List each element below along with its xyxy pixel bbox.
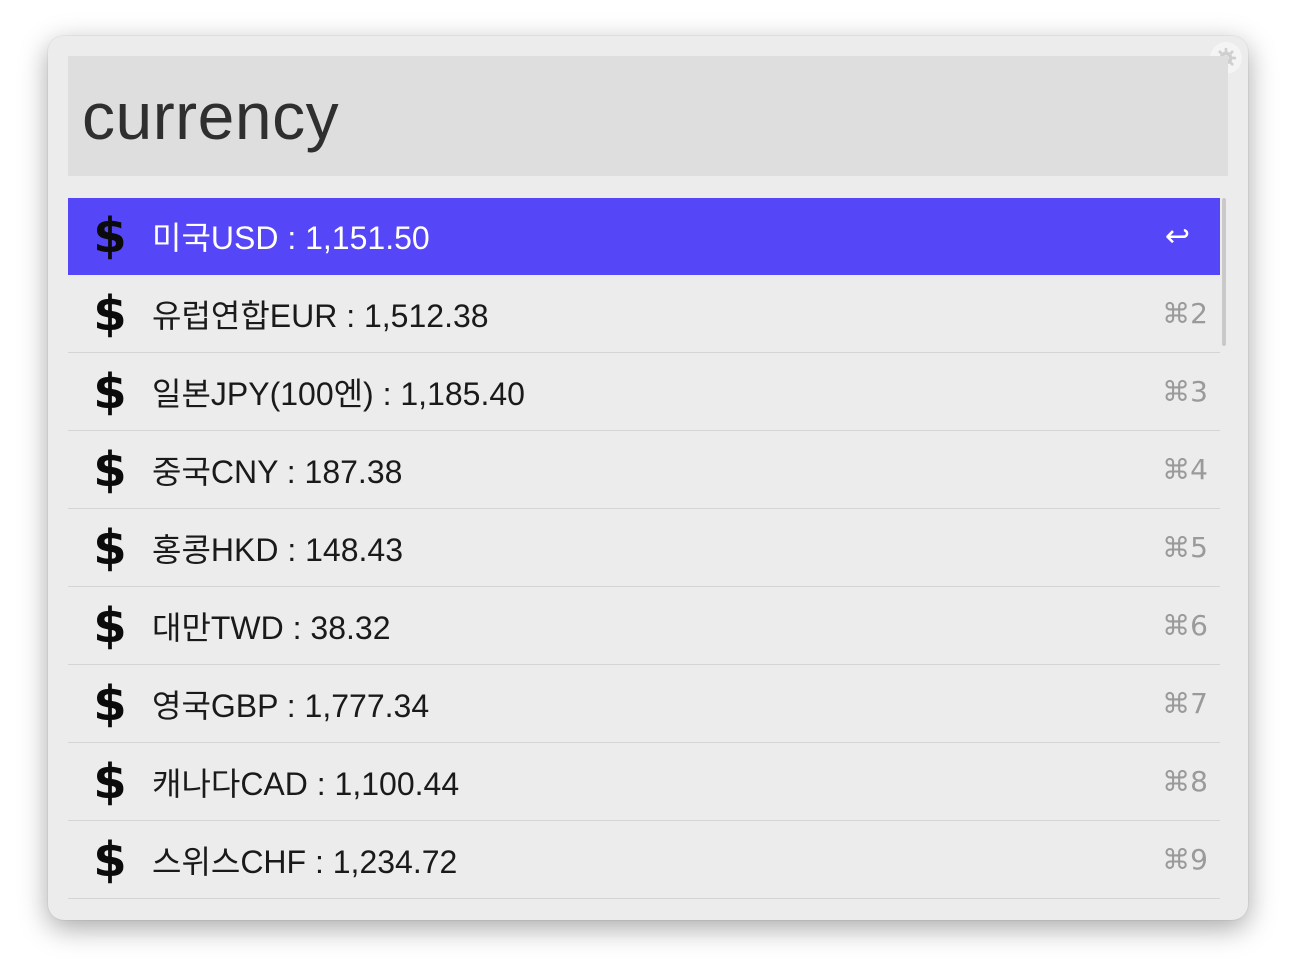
search-input[interactable]: currency	[82, 79, 340, 153]
result-label: 캐나다CAD : 1,100.44	[152, 765, 460, 802]
shortcut-hint: ⌘7	[1162, 687, 1208, 720]
dollar-icon: $	[93, 597, 127, 654]
result-label: 중국CNY : 187.38	[152, 453, 403, 490]
shortcut-hint: ⌘2	[1162, 297, 1208, 330]
list-item[interactable]: $ 대만TWD : 38.32 ⌘6	[68, 587, 1220, 665]
list-item[interactable]: $ 홍콩HKD : 148.43 ⌘5	[68, 509, 1220, 587]
search-box[interactable]: currency	[68, 56, 1228, 176]
dollar-icon: $	[93, 208, 127, 264]
result-label: 대만TWD : 38.32	[152, 609, 391, 646]
dollar-icon: $	[93, 675, 127, 732]
shortcut-hint: ⌘8	[1162, 765, 1208, 798]
list-item[interactable]: $ 미국USD : 1,151.50 ↩	[68, 198, 1220, 275]
result-label: 유럽연합EUR : 1,512.38	[152, 297, 489, 334]
shortcut-hint: ⌘9	[1162, 843, 1208, 876]
shortcut-hint: ⌘6	[1162, 609, 1208, 642]
list-item[interactable]: $ 스위스CHF : 1,234.72 ⌘9	[68, 821, 1220, 899]
dollar-icon: $	[93, 519, 127, 576]
result-label: 미국USD : 1,151.50	[152, 220, 430, 256]
dollar-icon: $	[93, 831, 127, 888]
list-item[interactable]: $ 유럽연합EUR : 1,512.38 ⌘2	[68, 275, 1220, 353]
launcher-window: currency $ 미국USD : 1,151.50 ↩ $ 유럽연합EUR …	[48, 36, 1248, 920]
shortcut-hint: ⌘3	[1162, 375, 1208, 408]
shortcut-hint: ⌘5	[1162, 531, 1208, 564]
shortcut-hint: ⌘4	[1162, 453, 1208, 486]
list-item[interactable]: $ 일본JPY(100엔) : 1,185.40 ⌘3	[68, 353, 1220, 431]
result-label: 홍콩HKD : 148.43	[152, 531, 403, 568]
list-item[interactable]: $ 중국CNY : 187.38 ⌘4	[68, 431, 1220, 509]
dollar-icon: $	[93, 285, 127, 342]
result-label: 스위스CHF : 1,234.72	[152, 843, 458, 880]
dollar-icon: $	[93, 441, 127, 498]
dollar-icon: $	[93, 753, 127, 810]
scrollbar[interactable]	[1222, 198, 1226, 346]
dollar-icon: $	[93, 363, 127, 420]
list-item[interactable]: $ 영국GBP : 1,777.34 ⌘7	[68, 665, 1220, 743]
result-label: 영국GBP : 1,777.34	[152, 687, 430, 724]
return-icon: ↩	[1164, 218, 1190, 254]
list-item[interactable]: $ 캐나다CAD : 1,100.44 ⌘8	[68, 743, 1220, 821]
result-label: 일본JPY(100엔) : 1,185.40	[152, 375, 525, 412]
results-list: $ 미국USD : 1,151.50 ↩ $ 유럽연합EUR : 1,512.3…	[68, 198, 1220, 899]
